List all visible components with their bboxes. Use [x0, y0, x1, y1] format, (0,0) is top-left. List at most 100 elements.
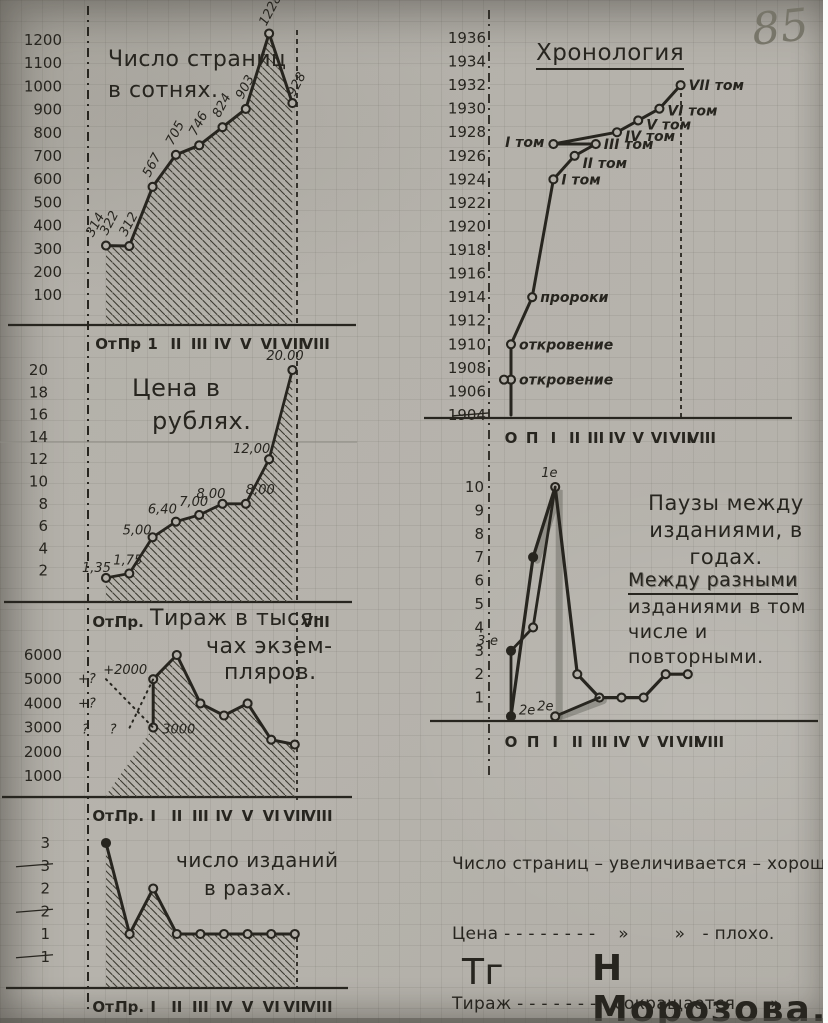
pauses-title-line1: Паузы между: [648, 491, 804, 515]
svg-text:О: О: [505, 733, 518, 751]
svg-text:400: 400: [33, 217, 62, 235]
svg-text:5000: 5000: [24, 670, 62, 688]
svg-text:VII: VII: [281, 335, 304, 353]
svg-text:928: 928: [285, 70, 310, 99]
price-chart-title: Цена в рублях.: [132, 372, 251, 438]
signature-prefix: Тг: [462, 952, 504, 993]
svg-text:V: V: [240, 335, 252, 353]
svg-text:IV: IV: [214, 335, 232, 353]
pauses-chart-title: Паузы между изданиями, в годах.: [628, 490, 824, 571]
svg-text:III том: III том: [604, 137, 654, 153]
svg-text:Пр.: Пр.: [115, 613, 144, 631]
svg-text:откровение: откровение: [519, 373, 613, 389]
svg-text:3-е: 3-е: [477, 634, 498, 649]
svg-text:VI: VI: [260, 335, 277, 353]
svg-text:1908: 1908: [448, 359, 486, 377]
pauses-title-line3: годах.: [689, 545, 763, 569]
svg-text:1: 1: [40, 948, 50, 966]
svg-text:V: V: [638, 733, 650, 751]
svg-text:I: I: [150, 998, 156, 1016]
svg-text:10: 10: [29, 473, 48, 491]
svg-text:10: 10: [465, 478, 484, 496]
chart-chrono: 1936193419321930192819261924192219201918…: [424, 10, 792, 778]
svg-text:IV: IV: [613, 733, 631, 751]
svg-text:1920: 1920: [448, 217, 486, 235]
pauses-title-line2: изданиями, в: [649, 518, 803, 542]
svg-text:Пр.: Пр.: [115, 998, 144, 1016]
svg-text:4: 4: [474, 618, 484, 636]
svg-text:1,75: 1,75: [113, 553, 142, 568]
tirazh-title-line3: пляров.: [224, 660, 317, 685]
scan-edge-bottom: [0, 1018, 828, 1023]
svg-text:II: II: [171, 807, 182, 825]
svg-text:300: 300: [33, 240, 62, 258]
svg-text:8: 8: [38, 495, 48, 513]
svg-text:6: 6: [474, 572, 484, 590]
svg-text:I: I: [551, 429, 557, 447]
svg-text:V том: V том: [646, 117, 691, 133]
svg-text:3: 3: [40, 857, 50, 875]
svg-text:IV: IV: [215, 998, 233, 1016]
svg-text:20: 20: [29, 361, 48, 379]
svg-text:1200: 1200: [24, 31, 62, 49]
chronology-chart-title: Хронология: [536, 40, 685, 70]
svg-text:+2000: +2000: [103, 663, 147, 678]
svg-text:VI том: VI том: [667, 104, 717, 120]
svg-text:1228: 1228: [256, 0, 285, 28]
svg-text:Пр: Пр: [118, 335, 142, 353]
svg-text:От.: От.: [92, 998, 119, 1016]
svg-text:1930: 1930: [448, 100, 486, 118]
svg-text:1910: 1910: [448, 335, 486, 353]
svg-text:1: 1: [147, 335, 157, 353]
price-title-line2: рублях.: [152, 407, 252, 435]
svg-text:2: 2: [38, 562, 48, 580]
svg-text:2: 2: [40, 880, 50, 898]
svg-text:800: 800: [33, 124, 62, 142]
svg-text:?: ?: [110, 723, 117, 738]
svg-text:7,00: 7,00: [179, 495, 208, 510]
pauses-subtitle-line1: Между разными: [628, 568, 799, 595]
svg-text:7: 7: [474, 548, 484, 566]
chart-pages: 1200 1100 1000 900 800 700 600 500 400 300 200 100 О…: [8, 0, 356, 353]
svg-text:600: 600: [33, 170, 62, 188]
svg-text:VI: VI: [263, 998, 280, 1016]
svg-text:3: 3: [474, 642, 484, 660]
price-title-line1: Цена в: [132, 374, 221, 402]
conclusion-line: Тираж - - - - - - - - сокращается - »: [452, 994, 781, 1015]
svg-text:3: 3: [40, 834, 50, 852]
svg-text:2е: 2е: [519, 703, 535, 718]
svg-text:+?: +?: [78, 672, 96, 687]
chart-price: 20 18 16 14 12 10 8 6 4 2 От.Пр. VIII 1,35 1,75 5,00 6,…: [0, 349, 357, 631]
svg-text:4000: 4000: [24, 694, 62, 712]
svg-text:2е: 2е: [537, 699, 553, 714]
svg-text:VII: VII: [676, 733, 699, 751]
svg-text:Пр.: Пр.: [115, 807, 144, 825]
svg-text:VI: VI: [657, 733, 674, 751]
svg-text:III: III: [191, 335, 208, 353]
tirazh-title-line2: чах экзем-: [206, 634, 333, 659]
svg-text:II: II: [171, 998, 182, 1016]
svg-text:100: 100: [33, 286, 62, 304]
conclusions-block: Число страниц – увеличивается – хорошо. …: [452, 806, 828, 1023]
svg-text:1934: 1934: [448, 53, 486, 71]
svg-text:II: II: [572, 733, 583, 751]
svg-text:2: 2: [474, 665, 484, 683]
svg-text:1922: 1922: [448, 194, 486, 212]
svg-text:9: 9: [474, 501, 484, 519]
svg-text:1926: 1926: [448, 147, 486, 165]
svg-text:3000: 3000: [24, 719, 62, 737]
svg-text:V: V: [242, 998, 254, 1016]
svg-text:8: 8: [474, 525, 484, 543]
svg-text:III: III: [591, 733, 608, 751]
svg-text:VIII: VIII: [302, 613, 330, 631]
pages-chart-title: Число страниц в сотнях.: [108, 44, 287, 106]
editions-title-line1: число изданий: [176, 848, 339, 872]
svg-text:III: III: [192, 807, 209, 825]
svg-text:От.: От.: [92, 807, 119, 825]
svg-text:VIII: VIII: [688, 429, 716, 447]
svg-text:VI: VI: [263, 807, 280, 825]
svg-text:6: 6: [38, 517, 48, 535]
